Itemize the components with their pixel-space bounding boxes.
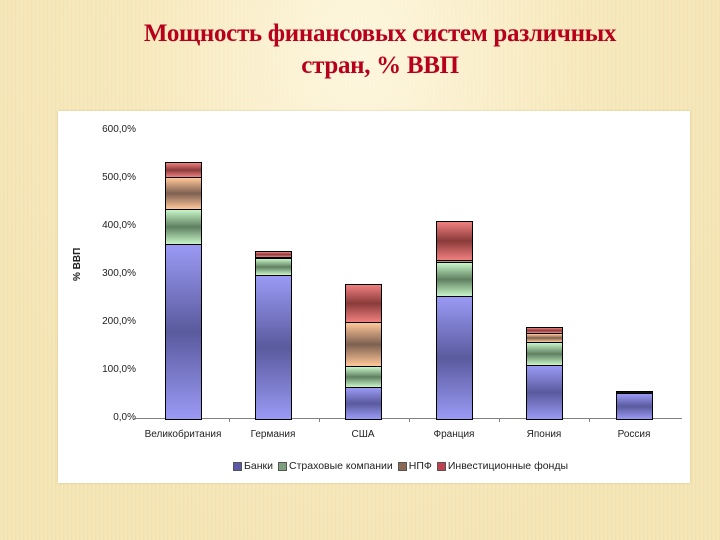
bar-segment-insurance [165, 208, 202, 244]
bar-segment-investment-funds [616, 390, 653, 394]
bar-1 [255, 251, 293, 420]
legend-label: НПФ [408, 460, 432, 472]
bar-3 [435, 221, 473, 420]
bar-4 [525, 327, 563, 420]
bar-segment-investment-funds [345, 283, 383, 322]
legend-swatch-icon [436, 461, 446, 471]
y-axis: 600,0% 500,0% 400,0% 300,0% 200,0% 100,0… [58, 111, 136, 483]
bar-segment-banks [165, 243, 202, 419]
bar-2 [345, 283, 383, 420]
slide-title: Мощность финансовых систем различных стр… [0, 18, 720, 82]
legend-item-banks: Банки [233, 460, 273, 472]
y-tick-600: 600,0% [102, 124, 136, 135]
x-tick-mark [409, 418, 410, 422]
bar-segment-insurance [525, 342, 563, 366]
bar-segment-npf [435, 260, 473, 263]
y-tick-400: 400,0% [102, 220, 136, 231]
x-label-usa: США [351, 429, 375, 440]
x-label-russia: Россия [617, 429, 651, 440]
bar-0 [165, 161, 202, 420]
bar-segment-investment-funds [255, 251, 293, 257]
x-label-japan: Япония [526, 429, 562, 440]
bar-segment-banks [525, 365, 563, 419]
y-tick-100: 100,0% [102, 364, 136, 375]
bar-segment-banks [616, 393, 653, 419]
legend-swatch-icon [233, 461, 242, 471]
x-tick-mark [589, 418, 591, 422]
bar-segment-investment-funds [165, 161, 202, 177]
legend-item-npf: НПФ [397, 460, 432, 472]
x-tick-mark [318, 418, 320, 422]
bar-segment-insurance [255, 257, 293, 276]
bar-segment-banks [435, 296, 473, 419]
bar-segment-investment-funds [525, 327, 563, 334]
legend-label: Страховые компании [289, 460, 393, 472]
bar-segment-banks [345, 386, 383, 419]
title-line-2: стран, % ВВП [301, 52, 459, 79]
bar-segment-npf [255, 256, 293, 258]
bar-5 [616, 390, 653, 420]
x-label-uk: Великобритания [144, 429, 222, 440]
legend-item-insurance: Страховые компании [278, 460, 393, 472]
bar-segment-insurance [435, 262, 473, 297]
bar-segment-insurance [345, 365, 383, 387]
x-tick-mark [499, 418, 501, 422]
x-axis-line [134, 418, 682, 419]
x-label-france: Франция [433, 429, 475, 440]
legend-swatch-icon [397, 461, 407, 471]
bar-segment-npf [525, 333, 563, 343]
bar-segment-npf [345, 321, 383, 366]
y-tick-300: 300,0% [102, 268, 136, 279]
chart-panel: % ВВП 600,0% 500,0% 400,0% 300,0% 200,0%… [58, 111, 690, 483]
legend-label: Банки [244, 460, 273, 472]
y-tick-200: 200,0% [102, 316, 136, 327]
legend-item-investment-funds: Инвестиционные фонды [436, 460, 569, 472]
legend-swatch-icon [278, 461, 287, 471]
bar-segment-banks [255, 275, 293, 419]
x-label-germany: Германия [250, 429, 296, 440]
title-line-1: Мощность финансовых систем различных [143, 20, 617, 47]
legend-label: Инвестиционные фонды [447, 460, 569, 472]
y-tick-0: 0,0% [113, 412, 136, 423]
x-tick-mark [228, 418, 230, 422]
y-tick-500: 500,0% [102, 172, 136, 183]
bar-segment-investment-funds [435, 221, 473, 261]
bar-segment-npf [165, 176, 202, 209]
chart-legend: Банки Страховые компании НПФ Инвестицион… [233, 460, 568, 472]
